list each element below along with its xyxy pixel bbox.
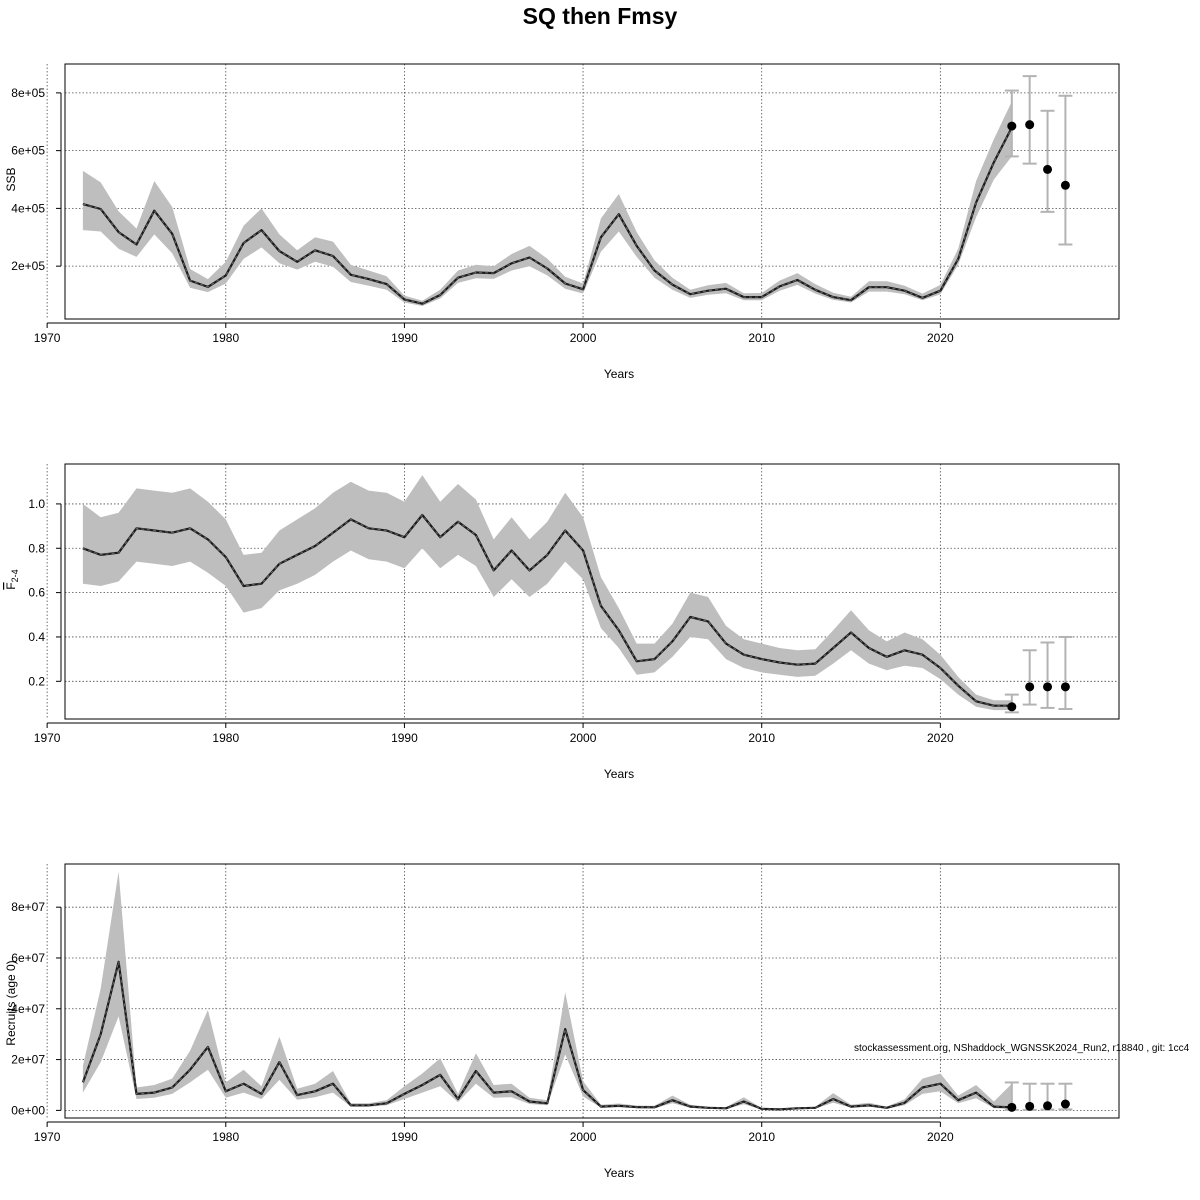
x-tick-label: 1980 (212, 331, 239, 345)
y-tick-label: 4e+05 (11, 201, 45, 215)
forecast-point (1025, 1101, 1035, 1111)
x-tick-label: 1970 (34, 1130, 61, 1144)
forecast-point (1007, 702, 1017, 712)
forecast-point (1007, 1102, 1017, 1112)
x-tick-label: 2020 (927, 1130, 954, 1144)
forecast-point (1043, 1101, 1053, 1111)
figure-title: SQ then Fmsy (523, 3, 678, 29)
x-tick-label: 1980 (212, 731, 239, 745)
fbar-panel: 1970 1980 1990 2000 2010 2020 0.2 0.4 0.6 0.8 1.0 Y… (4, 463, 1120, 781)
y-tick-label: 0.6 (28, 586, 45, 600)
x-tick-label: 2020 (927, 331, 954, 345)
estimate-line-dashes (82, 961, 1012, 1110)
forecast-point (1025, 120, 1035, 130)
y-tick-label: 0.4 (28, 630, 45, 644)
x-axis-label: Years (604, 767, 634, 781)
forecast-point (1060, 682, 1070, 692)
y-tick-label: 4e+07 (11, 1002, 45, 1016)
footnote-text: stockassessment.org, NShaddock_WGNSSK202… (854, 1043, 1190, 1054)
y-tick-label: 0.2 (28, 674, 45, 688)
ssb-panel: 1970 1980 1990 2000 2010 2020 2e+05 4e+05 6e+05 8… (4, 63, 1120, 381)
plot-frame (64, 463, 1120, 720)
y-axis-label: Recruits (age 0) (4, 960, 18, 1045)
confidence-band (82, 101, 1012, 306)
x-axis-label: Years (604, 367, 634, 381)
plot-frame (64, 863, 1120, 1119)
y-axis-label: SSB (4, 167, 18, 191)
forecast-point (1007, 121, 1017, 131)
y-tick-label: 1.0 (28, 497, 45, 511)
y-tick-label: 6e+05 (11, 144, 45, 158)
estimate-line-dashes (82, 127, 1013, 305)
x-tick-label: 1970 (34, 731, 61, 745)
y-tick-label: 2e+07 (11, 1053, 45, 1067)
x-tick-label: 2010 (748, 1130, 775, 1144)
x-tick-label: 1990 (391, 731, 418, 745)
y-tick-label: 8e+05 (11, 86, 45, 100)
y-axis-label-main: F (4, 582, 18, 589)
x-axis-label: Years (604, 1166, 634, 1180)
x-tick-label: 2000 (570, 331, 597, 345)
x-tick-label: 1990 (391, 331, 418, 345)
forecast-point (1060, 1099, 1070, 1109)
x-tick-label: 2010 (748, 731, 775, 745)
plot-frame (64, 63, 1120, 320)
x-tick-label: 1990 (391, 1130, 418, 1144)
y-tick-label: 0.8 (28, 541, 45, 555)
y-tick-label: 8e+07 (11, 900, 45, 914)
x-tick-label: 1980 (212, 1130, 239, 1144)
forecast-point (1043, 682, 1053, 692)
y-tick-label: 6e+07 (11, 951, 45, 965)
x-tick-label: 1970 (34, 331, 61, 345)
y-axis-label: F2-4 (4, 569, 20, 589)
forecast-point (1043, 164, 1053, 174)
forecast-point (1025, 682, 1035, 692)
forecast-point (1060, 180, 1070, 190)
x-tick-label: 2000 (570, 1130, 597, 1144)
y-axis-label-subscript: 2-4 (10, 569, 20, 582)
x-tick-label: 2010 (748, 331, 775, 345)
confidence-band (82, 871, 1012, 1110)
y-tick-label: 0e+00 (11, 1103, 45, 1117)
x-tick-label: 2020 (927, 731, 954, 745)
confidence-band (82, 475, 1012, 711)
x-tick-label: 2000 (570, 731, 597, 745)
y-tick-label: 2e+05 (11, 259, 45, 273)
estimate-line-dashes (82, 514, 1012, 707)
recruits-panel: 1970 1980 1990 2000 2010 2020 0e+00 2e+07 4e+07 6… (4, 863, 1120, 1180)
